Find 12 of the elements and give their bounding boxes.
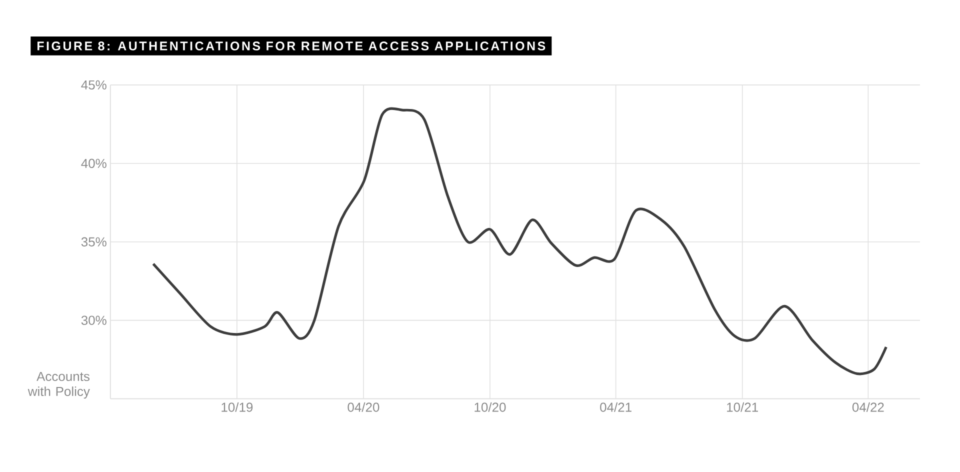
y-tick-label: 45%	[81, 80, 106, 90]
y-tick-label: 30%	[81, 316, 106, 326]
x-tick-label: 04/20	[348, 402, 380, 412]
chart-title: FIGURE 8: AUTHENTICATIONS FOR REMOTE ACCESS APPLICATIONS	[37, 42, 546, 50]
x-tick-label: 04/21	[600, 402, 632, 412]
x-tick-label: 10/19	[222, 402, 253, 412]
x-tick-label: 04/22	[852, 402, 884, 412]
x-tick-label: 10/20	[474, 402, 506, 412]
y-tick-label: 35%	[81, 237, 106, 247]
y-axis-title: Accounts with Policy	[28, 372, 90, 399]
y-tick-label: 40%	[81, 158, 106, 168]
x-tick-label: 10/21	[727, 402, 758, 412]
